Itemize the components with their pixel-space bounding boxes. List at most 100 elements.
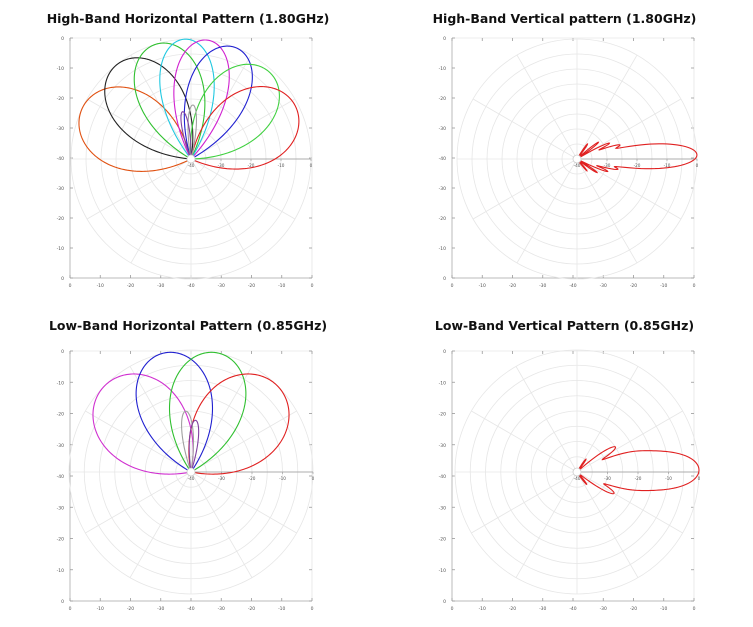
y-tick-label: -10 [57, 66, 64, 72]
grid-spoke [190, 98, 296, 160]
y-tick-label: -10 [57, 380, 64, 386]
radial-tick-label: 0 [698, 476, 701, 481]
y-tick-label: -20 [439, 537, 446, 543]
y-tick-label: -20 [439, 216, 446, 222]
y-tick-label: -10 [439, 568, 446, 574]
grid-spoke [86, 158, 192, 220]
x-tick-label: -30 [218, 283, 225, 289]
series-line-7 [189, 63, 280, 160]
radial-tick-label: -30 [218, 163, 225, 168]
x-tick-label: -20 [630, 606, 637, 612]
grid-spoke [515, 366, 578, 473]
series-line-5 [173, 39, 230, 160]
y-tick-label: -40 [439, 156, 446, 162]
x-tick-label: 0 [311, 283, 314, 289]
x-tick-label: -20 [630, 283, 637, 289]
grid-spoke [472, 158, 578, 220]
center-hub [572, 154, 582, 164]
radial-tick-label: 0 [696, 163, 699, 168]
y-tick-label: -10 [439, 380, 446, 386]
radial-tick-label: -20 [635, 476, 642, 481]
radial-tick-label: 0 [312, 476, 315, 481]
x-tick-label: -20 [127, 283, 134, 289]
grid-spoke [129, 471, 192, 578]
grid-spoke [130, 158, 192, 264]
grid-spoke [86, 98, 192, 160]
y-tick-label: 0 [443, 599, 446, 605]
x-tick-label: -10 [479, 606, 486, 612]
y-tick-label: -40 [57, 156, 64, 162]
x-tick-label: -20 [509, 283, 516, 289]
y-tick-label: -20 [439, 96, 446, 102]
x-tick-label: 0 [69, 606, 72, 612]
grid-spoke [576, 471, 683, 534]
grid-spoke [516, 158, 578, 264]
y-tick-label: -10 [439, 66, 446, 72]
series-line-3 [168, 351, 247, 473]
y-tick-label: -20 [57, 216, 64, 222]
x-tick-label: -30 [157, 606, 164, 612]
series-line-10 [180, 111, 192, 160]
series-line-9 [187, 104, 198, 160]
grid-spoke [130, 54, 192, 160]
y-tick-label: -20 [57, 96, 64, 102]
x-tick-label: -30 [539, 606, 546, 612]
x-tick-label: -10 [97, 606, 104, 612]
x-tick-label: -40 [569, 606, 576, 612]
radial-tick-label: -20 [249, 476, 256, 481]
grid-spoke [576, 158, 682, 220]
series-line-3 [133, 42, 206, 160]
center-hub [572, 467, 582, 477]
y-tick-label: -30 [439, 443, 446, 449]
grid-spoke [576, 410, 683, 473]
series-line-1 [78, 86, 192, 172]
y-tick-label: -30 [57, 186, 64, 192]
series-line-1 [576, 446, 700, 495]
radial-tick-label: -40 [188, 476, 195, 481]
y-tick-label: -10 [57, 246, 64, 252]
x-tick-label: -10 [278, 283, 285, 289]
radial-tick-label: -30 [604, 476, 611, 481]
x-tick-label: -10 [278, 606, 285, 612]
grid-spoke [190, 158, 296, 220]
x-tick-label: -30 [539, 283, 546, 289]
y-tick-label: -20 [57, 537, 64, 543]
grid-spoke [471, 410, 578, 473]
x-tick-label: -10 [660, 606, 667, 612]
radial-tick-label: -10 [665, 476, 672, 481]
series-line-2 [104, 57, 194, 160]
y-tick-label: -30 [57, 505, 64, 511]
radial-tick-label: -10 [664, 163, 671, 168]
grid-spoke [190, 471, 297, 534]
x-tick-label: -30 [600, 283, 607, 289]
x-tick-label: -20 [248, 283, 255, 289]
y-tick-label: -30 [57, 126, 64, 132]
radial-tick-label: -20 [248, 163, 255, 168]
series-line-6 [183, 45, 253, 160]
y-tick-label: -20 [57, 412, 64, 418]
x-tick-label: 0 [451, 606, 454, 612]
center-hub [186, 154, 196, 164]
grid-spoke [85, 471, 192, 534]
radial-tick-label: 0 [310, 163, 313, 168]
y-tick-label: 0 [443, 349, 446, 355]
radial-tick-label: -40 [574, 476, 581, 481]
grid-spoke [471, 471, 578, 534]
chart-panel-high-band-horizontal: High-Band Horizontal Pattern (1.80GHz) 0… [0, 0, 376, 310]
x-tick-label: -40 [569, 283, 576, 289]
series-line-6 [188, 419, 200, 473]
x-tick-label: -20 [248, 606, 255, 612]
y-tick-label: 0 [61, 349, 64, 355]
chart-panel-low-band-vertical: Low-Band Vertical Pattern (0.85GHz) 0 -10… [376, 310, 753, 627]
x-tick-label: -10 [97, 283, 104, 289]
y-tick-label: 0 [61, 276, 64, 282]
chart-title: High-Band Vertical pattern (1.80GHz) [432, 11, 697, 26]
radial-tick-label: -10 [279, 476, 286, 481]
x-tick-label: 0 [693, 606, 696, 612]
x-tick-label: -10 [479, 283, 486, 289]
y-tick-label: -20 [439, 412, 446, 418]
